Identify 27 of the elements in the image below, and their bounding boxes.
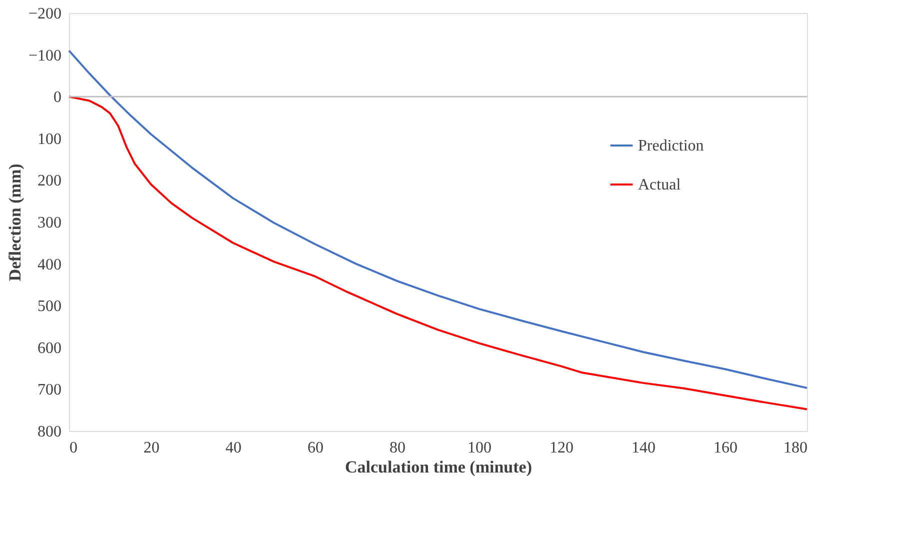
y-tick-label: 400 [38,256,62,274]
line-series [68,50,808,389]
x-tick-label: 80 [390,440,406,456]
y-tick-label: 300 [38,214,62,232]
y-tick-label: 100 [38,130,62,148]
x-tick-label: 180 [784,440,808,456]
y-tick-label: 700 [38,382,62,399]
y-tick-label: 200 [38,172,62,190]
y-tick-label: −200 [28,6,62,22]
x-tick-label: 100 [468,440,492,456]
y-axis-title: Deflection (mm) [5,164,24,282]
line-series [68,96,808,410]
y-tick-label: 500 [38,298,62,316]
y-tick-label: 800 [38,424,62,440]
x-tick-label: 20 [144,440,160,456]
x-tick-label: 60 [308,440,324,456]
y-tick-label: 600 [38,340,62,357]
x-tick-label: 160 [714,440,738,456]
legend-label: Actual [638,176,682,194]
legend-label: Prediction [638,138,704,154]
x-axis-title: Calculation time (minute) [345,458,532,476]
y-tick-label: 0 [54,89,62,106]
x-tick-label: 40 [226,440,242,456]
y-tick-label: −100 [28,47,62,64]
x-tick-label: 0 [70,440,78,456]
x-tick-label: 140 [632,440,656,456]
x-tick-label: 120 [550,440,574,456]
